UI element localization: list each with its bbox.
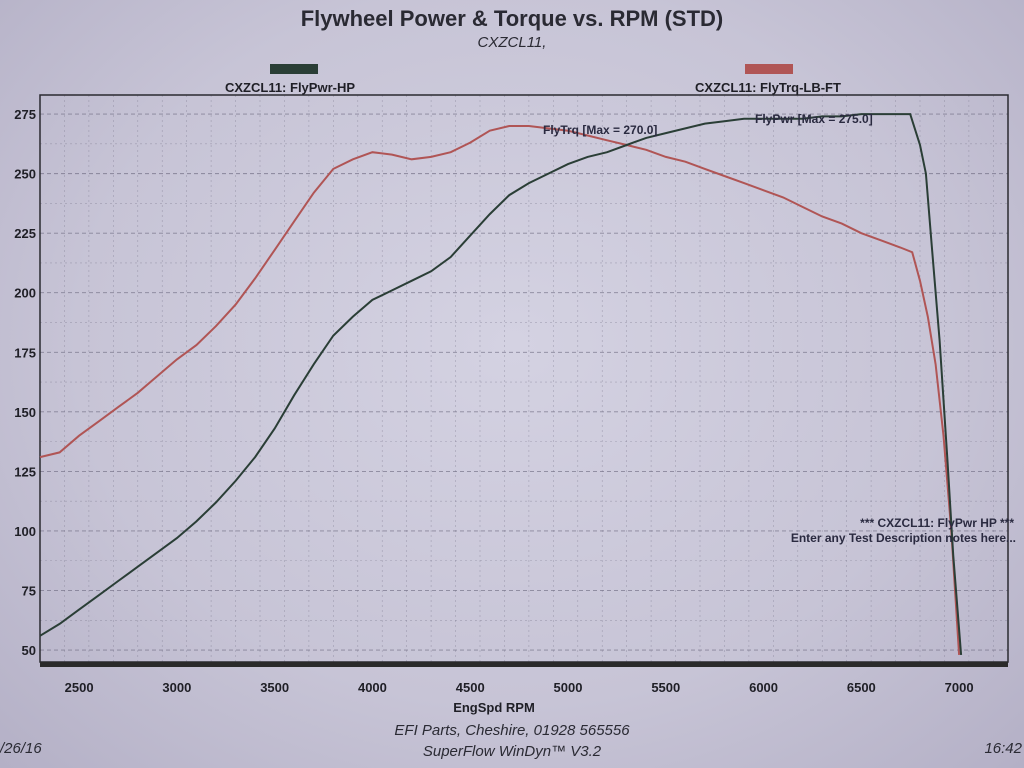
y-tick-label: 225 bbox=[14, 226, 36, 241]
x-tick-label: 3500 bbox=[260, 680, 289, 695]
y-tick-label: 50 bbox=[22, 643, 36, 658]
max-label-torque: FlyTrq [Max = 270.0] bbox=[543, 123, 657, 137]
y-tick-label: 100 bbox=[14, 524, 36, 539]
legend-label-hp: CXZCL11: FlyPwr-HP bbox=[225, 80, 355, 95]
legend-swatch-torque bbox=[745, 64, 793, 74]
x-axis-label: EngSpd RPM bbox=[453, 700, 535, 715]
x-axis-bar bbox=[40, 662, 1008, 667]
y-tick-label: 150 bbox=[14, 405, 36, 420]
x-tick-label: 5500 bbox=[651, 680, 680, 695]
max-label-hp: FlyPwr [Max = 275.0] bbox=[755, 112, 873, 126]
series-line-hp bbox=[39, 113, 963, 655]
x-tick-label: 7000 bbox=[945, 680, 974, 695]
y-tick-label: 200 bbox=[14, 286, 36, 301]
plot-frame bbox=[39, 94, 1009, 663]
test-note-line-2: Enter any Test Description notes here... bbox=[791, 531, 1016, 545]
y-tick-label: 125 bbox=[14, 464, 36, 479]
y-tick-label: 75 bbox=[22, 584, 36, 599]
legend-label-torque: CXZCL11: FlyTrq-LB-FT bbox=[695, 80, 841, 95]
footer-software: SuperFlow WinDyn™ V3.2 bbox=[422, 743, 602, 760]
y-tick-label: 175 bbox=[14, 345, 36, 360]
y-tick-label: 250 bbox=[14, 167, 36, 182]
grid bbox=[40, 95, 1008, 662]
print-date: /26/16 bbox=[0, 740, 42, 757]
chart-title: Flywheel Power & Torque vs. RPM (STD) bbox=[300, 6, 724, 31]
legend-swatch-hp bbox=[270, 64, 318, 74]
x-tick-label: 6000 bbox=[749, 680, 778, 695]
x-tick-labels: 2500 3000 3500 4000 4500 5000 5500 6000 6500 7000 bbox=[65, 680, 974, 695]
footer-company: EFI Parts, Cheshire, 01928 565556 bbox=[394, 722, 630, 739]
series-line-torque bbox=[39, 125, 961, 655]
chart-subtitle: CXZCL11, bbox=[477, 34, 547, 51]
y-tick-label: 275 bbox=[14, 107, 36, 122]
y-tick-labels: 50 75 100 125 150 175 200 225 250 275 bbox=[14, 107, 36, 658]
x-tick-label: 3000 bbox=[162, 680, 191, 695]
x-tick-label: 4500 bbox=[456, 680, 485, 695]
legend-entry-hp: CXZCL11: FlyPwr-HP bbox=[225, 64, 355, 95]
x-tick-label: 6500 bbox=[847, 680, 876, 695]
x-tick-label: 5000 bbox=[554, 680, 583, 695]
print-time: 16:42 bbox=[984, 740, 1022, 757]
legend-entry-torque: CXZCL11: FlyTrq-LB-FT bbox=[695, 64, 841, 95]
x-tick-label: 4000 bbox=[358, 680, 387, 695]
test-note-line-1: *** CXZCL11: FlyPwr HP *** bbox=[860, 516, 1014, 530]
x-tick-label: 2500 bbox=[65, 680, 94, 695]
